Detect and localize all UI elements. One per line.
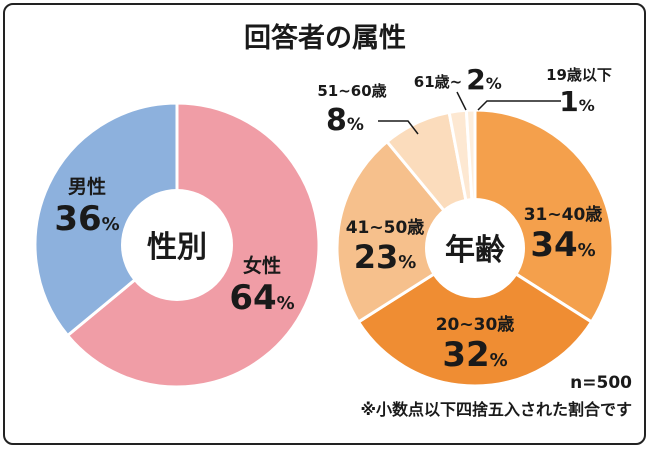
age-51-60-leader xyxy=(378,120,419,135)
age-19-value: 1% xyxy=(559,85,595,118)
age-61-leader xyxy=(456,91,467,111)
female-label: 女性 xyxy=(243,254,281,277)
age-41-50-label: 41~50歳 xyxy=(346,217,425,238)
age-20-30-label: 20~30歳 xyxy=(436,314,515,335)
age-slice-1 xyxy=(356,246,594,388)
age-41-50-value: 23% xyxy=(354,238,417,276)
age-61-label: 61歳~ xyxy=(414,73,462,91)
gender-center-label: 性別 xyxy=(147,230,207,265)
age-31-40-label: 31~40歳 xyxy=(524,204,603,225)
male-value: 36% xyxy=(54,199,119,239)
age-19-label: 19歳以下 xyxy=(546,66,612,84)
sample-size-note: n=500 xyxy=(570,373,632,393)
age-19-leader xyxy=(477,100,561,111)
age-pie-hole xyxy=(425,198,525,298)
chart-title: 回答者の属性 xyxy=(244,22,406,54)
age-slice-2 xyxy=(335,140,477,324)
age-61-value: 2% xyxy=(466,63,502,96)
male-label: 男性 xyxy=(68,175,106,198)
female-value: 64% xyxy=(229,278,294,318)
age-31-40-value: 34% xyxy=(530,225,595,265)
age-center-label: 年齢 xyxy=(445,233,505,268)
gender-pie-hole xyxy=(121,189,233,301)
gender-slice-1 xyxy=(33,101,179,338)
rounding-note: ※小数点以下四捨五入された割合です xyxy=(360,400,632,419)
age-51-60-value: 8% xyxy=(326,103,364,138)
age-51-60-label: 51~60歳 xyxy=(317,82,386,100)
age-20-30-value: 32% xyxy=(442,335,507,375)
